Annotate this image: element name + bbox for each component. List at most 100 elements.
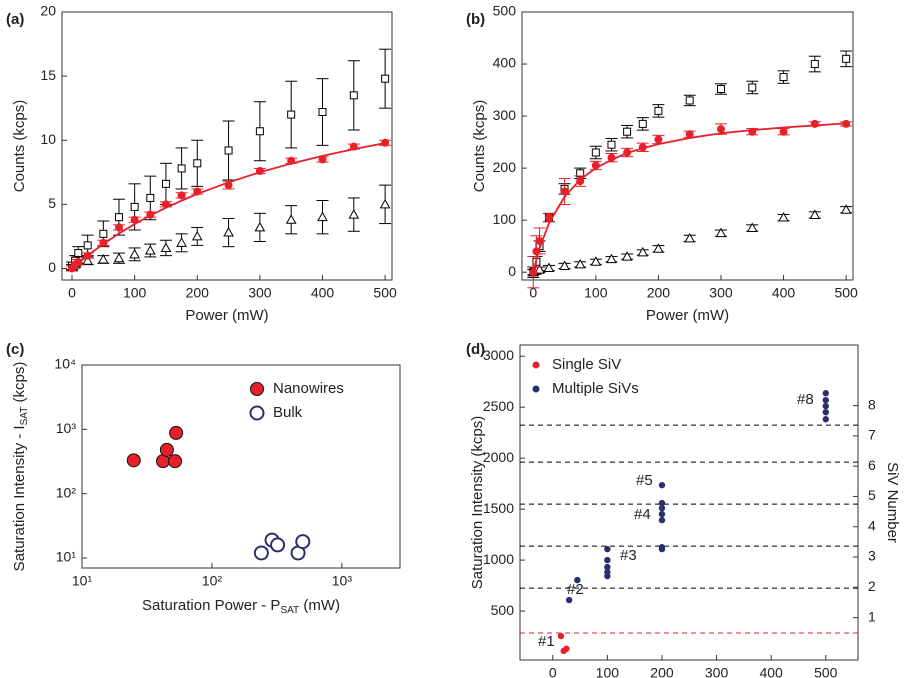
y2-tick-label: 7 bbox=[868, 427, 876, 443]
y-axis-title-part: SAT bbox=[19, 407, 30, 426]
dot-marker bbox=[822, 408, 829, 416]
triangle-marker bbox=[317, 211, 328, 222]
x-tick-label: 200 bbox=[647, 285, 671, 301]
dot-marker bbox=[287, 156, 296, 165]
legend-label: Multiple SiVs bbox=[552, 380, 639, 397]
dot-marker bbox=[563, 645, 570, 652]
square-marker bbox=[99, 229, 108, 238]
annotation: #1 bbox=[538, 633, 555, 650]
circle-marker bbox=[169, 425, 184, 440]
dot-marker bbox=[604, 556, 611, 564]
fit-line bbox=[532, 122, 847, 273]
dot-marker bbox=[130, 215, 139, 224]
circle-marker bbox=[253, 545, 269, 561]
square-marker bbox=[842, 54, 851, 63]
dot-marker bbox=[822, 416, 829, 423]
panel-label: (d) bbox=[466, 341, 485, 358]
circle-marker bbox=[168, 454, 183, 469]
dot-marker bbox=[318, 155, 327, 164]
triangle-marker bbox=[840, 204, 852, 214]
dot-marker bbox=[381, 138, 390, 147]
triangle-marker bbox=[534, 264, 545, 274]
y2-tick-label: 1 bbox=[868, 608, 876, 624]
dot-marker bbox=[842, 119, 851, 128]
y-tick-label: 400 bbox=[493, 55, 517, 71]
y-tick-label: 500 bbox=[491, 602, 515, 618]
x-axis-title: Saturation Power - PSAT (mW) bbox=[142, 597, 340, 616]
legend-marker bbox=[249, 405, 265, 421]
y-tick-label: 300 bbox=[493, 107, 517, 123]
dot-marker bbox=[748, 127, 757, 136]
dot-marker bbox=[544, 213, 553, 222]
x-axis-title-part: (mW) bbox=[299, 597, 340, 614]
dot-marker bbox=[565, 596, 573, 604]
y-axis-title-part: Saturation Intensity - I bbox=[11, 425, 28, 571]
circle-marker bbox=[126, 453, 141, 468]
square-marker bbox=[318, 108, 327, 117]
y-tick-label: 1500 bbox=[483, 500, 514, 516]
dot-marker bbox=[658, 481, 666, 489]
y-tick-label: 15 bbox=[40, 67, 56, 83]
dot-marker bbox=[99, 238, 108, 247]
dot-marker bbox=[658, 510, 666, 518]
dot-marker bbox=[193, 187, 202, 196]
y-tick-label: 0 bbox=[48, 259, 56, 275]
legend-label: Bulk bbox=[273, 404, 303, 421]
triangle-marker bbox=[176, 237, 187, 247]
triangle-marker bbox=[684, 232, 696, 243]
dot-marker bbox=[822, 396, 829, 404]
square-marker bbox=[591, 148, 600, 157]
dot-marker bbox=[161, 200, 170, 209]
y2-tick-label: 5 bbox=[868, 487, 876, 503]
triangle-marker bbox=[191, 230, 203, 241]
y-tick-label: 0 bbox=[508, 263, 516, 279]
legend-marker bbox=[532, 361, 540, 369]
triangle-marker bbox=[778, 212, 789, 222]
y-axis-title: Saturation Intensity - ISAT (kcps) bbox=[11, 362, 30, 572]
y-axis-title-part: (kcps) bbox=[11, 362, 28, 407]
y2-tick-label: 3 bbox=[868, 548, 876, 564]
y2-tick-label: 4 bbox=[868, 517, 876, 533]
dot-marker bbox=[74, 258, 83, 267]
square-marker bbox=[748, 83, 757, 92]
triangle-marker bbox=[809, 209, 821, 219]
y-tick-label: 10³ bbox=[56, 420, 77, 436]
dot-marker bbox=[623, 148, 632, 157]
dot-marker bbox=[654, 135, 663, 144]
triangle-marker bbox=[543, 262, 555, 273]
square-marker bbox=[349, 91, 358, 100]
y-tick-label: 20 bbox=[40, 3, 56, 19]
square-marker bbox=[685, 96, 694, 105]
dot-marker bbox=[224, 181, 233, 190]
plot-frame bbox=[61, 11, 393, 281]
dot-marker bbox=[535, 236, 544, 245]
square-marker bbox=[177, 164, 186, 173]
x-tick-label: 0 bbox=[549, 665, 557, 678]
dot-marker bbox=[810, 119, 819, 128]
dot-marker bbox=[146, 210, 155, 219]
triangle-marker bbox=[129, 248, 140, 259]
dot-marker bbox=[574, 576, 581, 584]
x-tick-label: 300 bbox=[709, 285, 733, 301]
dot-marker bbox=[83, 251, 92, 260]
square-marker bbox=[83, 241, 92, 250]
x-tick-label: 400 bbox=[772, 285, 796, 301]
triangle-marker bbox=[574, 258, 586, 269]
y-tick-label: 10¹ bbox=[56, 549, 77, 565]
square-marker bbox=[193, 159, 202, 168]
dot-marker bbox=[658, 504, 666, 512]
square-marker bbox=[287, 110, 296, 119]
x-tick-label: 400 bbox=[311, 285, 335, 301]
triangle-marker bbox=[144, 244, 156, 255]
dot-marker bbox=[638, 143, 647, 152]
dot-marker bbox=[114, 223, 123, 232]
dot-marker bbox=[607, 153, 616, 162]
square-marker bbox=[381, 74, 390, 83]
triangle-marker bbox=[254, 221, 266, 232]
annotation: #2 bbox=[567, 581, 584, 598]
y-tick-label: 100 bbox=[493, 211, 517, 227]
x-tick-label: 10² bbox=[202, 573, 223, 589]
panel-label: (b) bbox=[466, 11, 485, 28]
dot-marker bbox=[658, 543, 666, 551]
